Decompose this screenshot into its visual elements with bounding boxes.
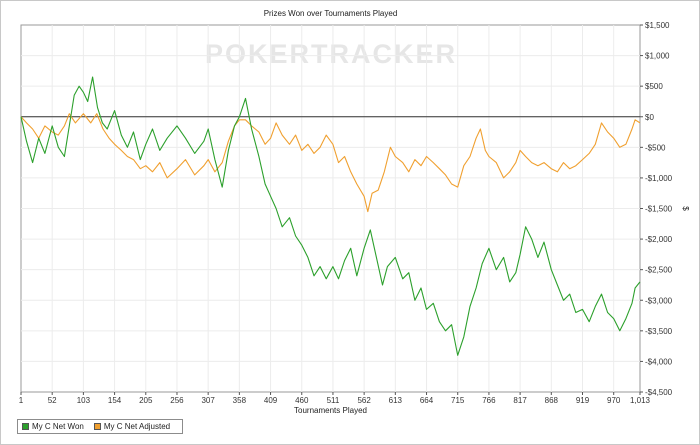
y-tick-label: -$2,000 [645, 235, 673, 244]
x-axis-label: Tournaments Played [294, 406, 367, 415]
x-tick-label: 205 [139, 396, 153, 405]
y-tick-label: $1,500 [645, 21, 670, 30]
x-tick-label: 256 [170, 396, 184, 405]
watermark-logo: POKERTRACKER [205, 39, 457, 69]
x-tick-label: 409 [264, 396, 278, 405]
x-tick-label: 919 [576, 396, 590, 405]
y-tick-label: -$500 [645, 143, 666, 152]
legend-swatch-net-adjusted [93, 423, 101, 430]
x-tick-label: 562 [357, 396, 371, 405]
x-tick-label: 103 [77, 396, 91, 405]
y-tick-label: -$3,000 [645, 296, 673, 305]
legend: My C Net Won My C Net Adjusted [17, 419, 183, 434]
y-tick-label: $1,000 [645, 52, 670, 61]
y-tick-label: -$4,000 [645, 357, 673, 366]
y-tick-label: -$2,500 [645, 266, 673, 275]
y-axis-label: $ [681, 206, 690, 211]
x-tick-label: 52 [48, 396, 57, 405]
y-tick-label: -$1,500 [645, 205, 673, 214]
y-tick-label: $0 [645, 113, 654, 122]
x-tick-label: 460 [295, 396, 309, 405]
legend-label-net-won: My C Net Won [32, 422, 84, 431]
x-tick-label: 1,013 [630, 396, 651, 405]
x-tick-label: 715 [451, 396, 465, 405]
y-tick-label: $500 [645, 82, 663, 91]
y-tick-label: -$4,500 [645, 388, 673, 397]
legend-item-net-won[interactable]: My C Net Won [22, 422, 84, 431]
series-line-net-adjusted [20, 113, 641, 213]
y-tick-label: -$1,000 [645, 174, 673, 183]
x-tick-label: 766 [482, 396, 496, 405]
legend-label-net-adjusted: My C Net Adjusted [103, 422, 171, 431]
x-tick-label: 817 [513, 396, 527, 405]
x-tick-label: 1 [19, 396, 24, 405]
x-tick-label: 358 [233, 396, 247, 405]
legend-item-net-adjusted[interactable]: My C Net Adjusted [93, 422, 171, 431]
series-line-net-won [20, 76, 641, 356]
x-tick-label: 664 [420, 396, 434, 405]
x-tick-label: 307 [201, 396, 215, 405]
y-tick-label: -$3,500 [645, 327, 673, 336]
x-tick-label: 511 [327, 396, 340, 405]
x-tick-label: 613 [389, 396, 403, 405]
x-tick-label: 154 [108, 396, 122, 405]
x-tick-label: 970 [607, 396, 621, 405]
x-tick-label: 868 [545, 396, 559, 405]
legend-swatch-net-won [22, 423, 29, 430]
chart-title: Prizes Won over Tournaments Played [264, 9, 398, 18]
